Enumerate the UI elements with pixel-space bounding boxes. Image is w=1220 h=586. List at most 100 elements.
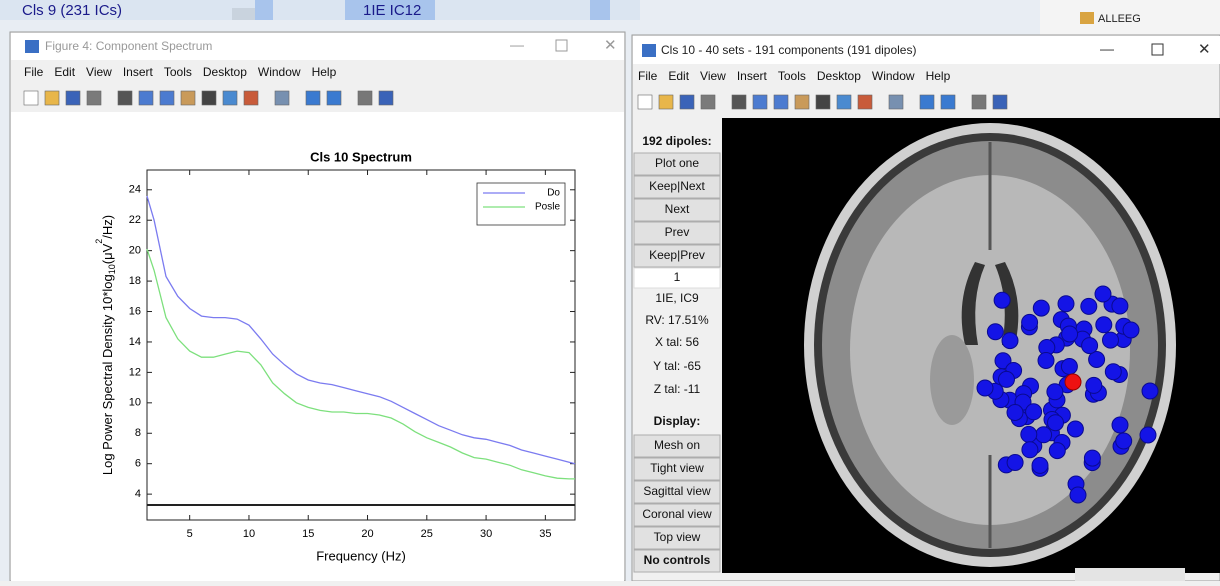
- app-icon: [642, 44, 656, 57]
- control-label[interactable]: Coronal view: [642, 507, 712, 521]
- var-icon: [1080, 12, 1094, 24]
- tool-button[interactable]: [795, 95, 809, 109]
- tool-button[interactable]: [858, 95, 872, 109]
- control-label[interactable]: Keep|Prev: [649, 248, 705, 262]
- tool-button[interactable]: [993, 95, 1007, 109]
- control-label[interactable]: Tight view: [650, 461, 704, 475]
- toolbar: [638, 95, 1007, 109]
- top-left-label: Cls 9 (231 ICs): [22, 2, 122, 19]
- close[interactable]: ✕: [1198, 41, 1211, 58]
- y-tick-label: 4: [135, 488, 141, 500]
- tool-button[interactable]: [139, 91, 153, 105]
- tool-button[interactable]: [45, 91, 59, 105]
- tool-button[interactable]: [816, 95, 830, 109]
- tool-button[interactable]: [118, 91, 132, 105]
- menu-item[interactable]: File: [24, 65, 44, 79]
- tool-button[interactable]: [680, 95, 694, 109]
- control-label[interactable]: Sagittal view: [643, 484, 711, 498]
- y-tick-label: 16: [129, 305, 141, 317]
- menu-item[interactable]: Tools: [164, 65, 192, 79]
- dipole: [1103, 332, 1119, 348]
- dipole: [1021, 426, 1037, 442]
- control-label[interactable]: Next: [665, 202, 690, 216]
- workspace-var[interactable]: ALLEEG: [1098, 13, 1141, 25]
- menu-item[interactable]: File: [638, 69, 658, 83]
- dipole: [1082, 338, 1098, 354]
- control-label[interactable]: 1: [674, 270, 681, 284]
- control-label[interactable]: Keep|Next: [649, 179, 705, 193]
- app-icon: [25, 40, 39, 53]
- chart: Cls 10 SpectrumFrequency (Hz)Log Power S…: [94, 149, 575, 563]
- minimize[interactable]: —: [510, 37, 524, 53]
- tool-button[interactable]: [66, 91, 80, 105]
- screen: Cls 9 (231 ICs) 1IE IC12 ALLEEG Figure 4…: [0, 0, 1220, 581]
- selected-dipole[interactable]: [1065, 374, 1081, 390]
- y-tick-label: 18: [129, 275, 141, 287]
- dipole: [977, 380, 993, 396]
- menu-item[interactable]: Window: [872, 69, 915, 83]
- tool-button[interactable]: [920, 95, 934, 109]
- tool-button[interactable]: [181, 91, 195, 105]
- cell: [255, 0, 273, 20]
- tool-button[interactable]: [327, 91, 341, 105]
- tool-button[interactable]: [753, 95, 767, 109]
- dipole: [1096, 317, 1112, 333]
- tool-button[interactable]: [638, 95, 652, 109]
- tool-button[interactable]: [889, 95, 903, 109]
- control-label[interactable]: Plot one: [655, 156, 699, 170]
- x-tick-label: 10: [243, 528, 255, 540]
- control-label[interactable]: No controls: [644, 553, 711, 567]
- minimize[interactable]: —: [1100, 41, 1114, 57]
- tool-button[interactable]: [701, 95, 715, 109]
- y-tick-label: 22: [129, 214, 141, 226]
- behind-window: [1075, 568, 1185, 581]
- chart-title: Cls 10 Spectrum: [310, 149, 412, 164]
- control-label[interactable]: Prev: [665, 225, 690, 239]
- menu-item[interactable]: View: [700, 69, 726, 83]
- tool-button[interactable]: [972, 95, 986, 109]
- dipole: [1116, 433, 1132, 449]
- menu-item[interactable]: Edit: [668, 69, 689, 83]
- menu-item[interactable]: Desktop: [817, 69, 861, 83]
- close[interactable]: ✕: [604, 37, 617, 54]
- tool-button[interactable]: [87, 91, 101, 105]
- menu-item[interactable]: View: [86, 65, 112, 79]
- tool-button[interactable]: [732, 95, 746, 109]
- menu-item[interactable]: Insert: [737, 69, 768, 83]
- y-tick-label: 6: [135, 458, 141, 470]
- thalamus: [930, 335, 974, 425]
- menu-item[interactable]: Help: [312, 65, 337, 79]
- dipole: [1022, 314, 1038, 330]
- dipole: [1007, 405, 1023, 421]
- tool-button[interactable]: [160, 91, 174, 105]
- tool-button[interactable]: [223, 91, 237, 105]
- menu-item[interactable]: Insert: [123, 65, 154, 79]
- tool-button[interactable]: [837, 95, 851, 109]
- tool-button[interactable]: [358, 91, 372, 105]
- y-tick-label: 12: [129, 366, 141, 378]
- menu-item[interactable]: Help: [926, 69, 951, 83]
- tool-button[interactable]: [379, 91, 393, 105]
- x-tick-label: 20: [361, 528, 373, 540]
- tool-button[interactable]: [941, 95, 955, 109]
- tool-button[interactable]: [244, 91, 258, 105]
- dipole: [1038, 353, 1054, 369]
- menu-item[interactable]: Window: [258, 65, 301, 79]
- tool-button[interactable]: [306, 91, 320, 105]
- tool-button[interactable]: [24, 91, 38, 105]
- menu-item[interactable]: Desktop: [203, 65, 247, 79]
- control-label[interactable]: Mesh on: [654, 438, 700, 452]
- menu-item[interactable]: Tools: [778, 69, 806, 83]
- tool-button[interactable]: [275, 91, 289, 105]
- tool-button[interactable]: [202, 91, 216, 105]
- tool-button[interactable]: [774, 95, 788, 109]
- y-axis-label-part: (μV: [100, 243, 115, 264]
- y-tick-label: 20: [129, 245, 141, 257]
- dipole: [1033, 300, 1049, 316]
- menu-item[interactable]: Edit: [54, 65, 75, 79]
- y-axis-label-part: 10: [107, 264, 117, 274]
- control-label: Y tal: -65: [653, 359, 701, 373]
- menu-bar: File Edit View Insert Tools Desktop Window Help: [24, 65, 337, 79]
- control-label[interactable]: Top view: [654, 530, 701, 544]
- tool-button[interactable]: [659, 95, 673, 109]
